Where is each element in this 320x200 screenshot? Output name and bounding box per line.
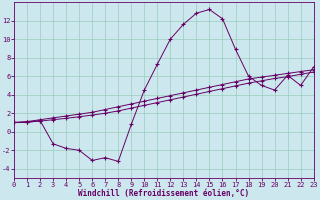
X-axis label: Windchill (Refroidissement éolien,°C): Windchill (Refroidissement éolien,°C) xyxy=(78,189,249,198)
